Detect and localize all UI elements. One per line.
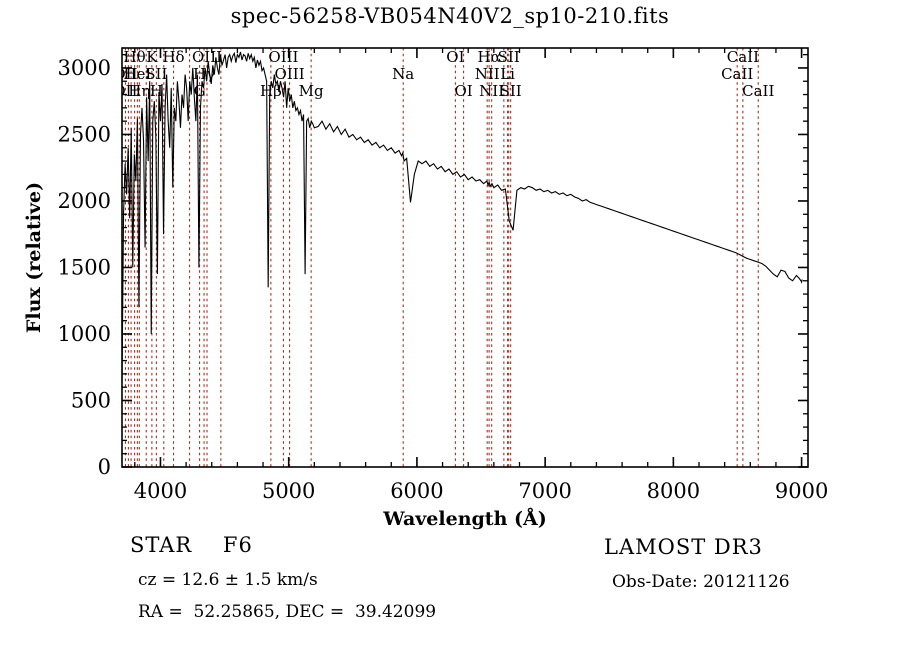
spectral-line-label: OIII xyxy=(268,48,298,66)
spectral-line-markers xyxy=(124,48,759,467)
flux-trace xyxy=(122,51,803,382)
spectral-line-label: Li xyxy=(500,65,515,83)
spectral-line-label: Hβ xyxy=(260,82,282,100)
spectral-line-labels: OIIOIIHθHeIHηKSIIHHδHγGOIIIHβOIIIOIIIMgN… xyxy=(113,48,774,100)
spectral-line-label: Hθ xyxy=(124,48,146,66)
y-tick-label: 2000 xyxy=(58,189,111,213)
spectral-line-label: OII xyxy=(113,65,137,83)
spectral-line-label: Hγ xyxy=(193,65,215,83)
survey-label: LAMOST DR3 xyxy=(604,535,763,559)
radial-velocity: cz = 12.6 ± 1.5 km/s xyxy=(138,570,318,590)
x-tick-label: 8000 xyxy=(647,479,700,503)
observation-date: Obs-Date: 20121126 xyxy=(612,572,790,592)
x-tick-label: 5000 xyxy=(262,479,315,503)
spectral-line-label: NII xyxy=(479,82,504,100)
spectral-line-label: OI xyxy=(446,48,464,66)
axis-ticks: 4000 5000 6000 7000 8000 9000 0 500 1000 1500 2000… xyxy=(58,48,828,503)
axes-frame xyxy=(121,47,809,468)
spectral-line-label: SII xyxy=(500,82,522,100)
spectral-line-label: CaII xyxy=(727,48,759,66)
x-tick-label: 7000 xyxy=(518,479,571,503)
spectral-line-label: Hη xyxy=(128,82,150,100)
spectral-line-label: CaII xyxy=(742,82,774,100)
spectral-line-label: OI xyxy=(454,82,472,100)
spectral-line-label: OII xyxy=(113,82,137,100)
x-tick-label: 9000 xyxy=(775,479,828,503)
spectral-line-label: NII xyxy=(475,65,500,83)
spectral-line-label: OIII xyxy=(192,48,222,66)
y-tick-label: 500 xyxy=(71,388,111,412)
x-axis-title: Wavelength (Å) xyxy=(382,507,546,530)
spectral-line-label: OIII xyxy=(275,65,305,83)
spectral-line-label: K xyxy=(146,48,158,66)
spectral-line-label: HeI xyxy=(123,65,151,83)
x-tick-label: 6000 xyxy=(390,479,443,503)
y-axis-title: Flux (relative) xyxy=(23,182,45,333)
y-tick-label: 2500 xyxy=(58,122,111,146)
y-tick-label: 3000 xyxy=(58,56,111,80)
spectral-line-label: Hδ xyxy=(162,48,184,66)
spectral-line-label: Hα xyxy=(477,48,500,66)
y-tick-label: 0 xyxy=(98,455,111,479)
spectral-line-label: SII xyxy=(498,48,520,66)
spectral-line-label: Mg xyxy=(299,82,324,100)
spectral-line-label: SII xyxy=(145,65,167,83)
coordinates: RA = 52.25865, DEC = 39.42099 xyxy=(138,602,437,622)
spectral-line-label: Na xyxy=(392,65,414,83)
spectral-line-label: CaII xyxy=(721,65,753,83)
x-tick-label: 4000 xyxy=(134,479,187,503)
page-title: spec-56258-VB054N40V2_sp10-210.fits xyxy=(230,4,670,28)
y-tick-label: 1500 xyxy=(58,255,111,279)
object-classification: STAR F6 xyxy=(130,533,253,557)
spectral-line-label: H xyxy=(150,82,163,100)
spectral-line-label: G xyxy=(194,82,206,100)
y-tick-label: 1000 xyxy=(58,322,111,346)
